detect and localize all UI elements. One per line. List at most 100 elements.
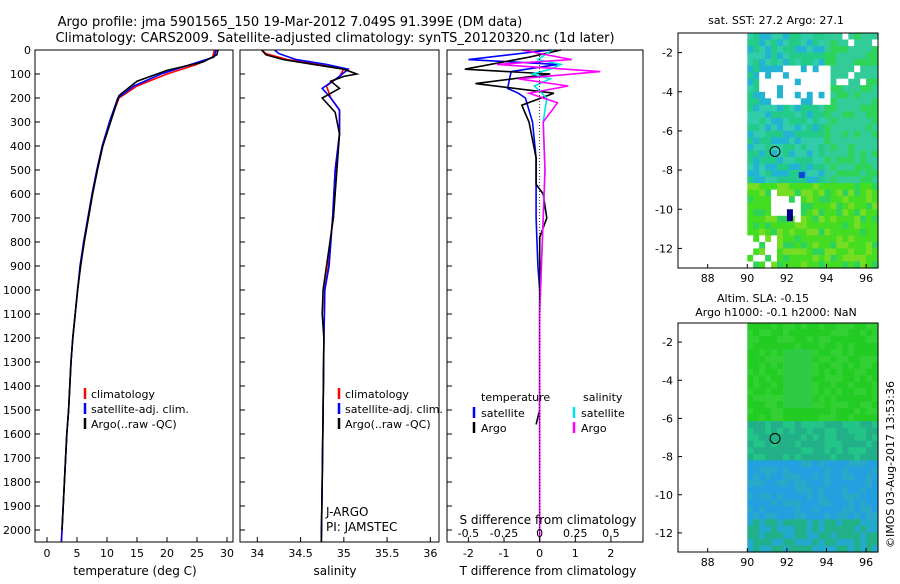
heatmap-cell: [872, 355, 879, 363]
heatmap-cell: [794, 329, 802, 337]
heatmap-cell: [765, 261, 772, 269]
heatmap-cell: [777, 39, 784, 47]
heatmap-cell: [800, 163, 808, 171]
heatmap-cell: [848, 519, 855, 527]
heatmap-cell: [753, 512, 760, 520]
heatmap-cell: [842, 493, 849, 501]
heatmap-cell: [854, 124, 861, 132]
y-tick-label: -10: [655, 203, 673, 216]
heatmap-cell: [842, 486, 849, 494]
heatmap-cell: [806, 78, 814, 86]
heatmap-cell: [836, 349, 843, 357]
heatmap-cell: [777, 98, 784, 106]
heatmap-cell: [818, 460, 826, 468]
heatmap-cell: [836, 111, 843, 119]
heatmap-cell: [854, 375, 861, 383]
heatmap-cell: [836, 235, 843, 243]
heatmap-cell: [812, 33, 820, 41]
heatmap-cell: [765, 538, 772, 546]
heatmap-cell: [842, 329, 849, 337]
heatmap-cell: [848, 401, 855, 409]
heatmap-cell: [872, 163, 879, 171]
heatmap-cell: [759, 241, 766, 249]
heatmap-cell: [753, 349, 760, 357]
heatmap-cell: [777, 519, 784, 527]
heatmap-cell: [788, 329, 796, 337]
heatmap-cell: [800, 150, 808, 158]
heatmap-cell: [747, 33, 754, 41]
heatmap-cell: [777, 254, 784, 262]
heatmap-cell: [747, 512, 754, 520]
heatmap-cell: [747, 202, 754, 210]
heatmap-cell: [812, 401, 820, 409]
heatmap-cell: [747, 124, 754, 132]
heatmap-cell: [818, 98, 826, 106]
heatmap-cell: [800, 46, 808, 54]
y-tick-label: -8: [662, 451, 673, 464]
heatmap-cell: [818, 78, 826, 86]
heatmap-cell: [818, 506, 826, 514]
heatmap-cell: [848, 355, 855, 363]
heatmap-cell: [759, 104, 766, 112]
heatmap-cell: [765, 98, 772, 106]
heatmap-cell: [824, 228, 831, 236]
heatmap-cell: [777, 196, 784, 204]
heatmap-cell: [842, 150, 849, 158]
y-tick-label: 800: [10, 236, 31, 249]
heatmap-cell: [854, 368, 861, 376]
heatmap-cell: [848, 33, 855, 41]
heatmap-cell: [794, 91, 802, 99]
y-tick-label: 700: [10, 212, 31, 225]
heatmap-cell: [830, 506, 837, 514]
heatmap-cell: [783, 466, 790, 474]
heatmap-cell: [747, 381, 754, 389]
heatmap-cell: [848, 538, 855, 546]
heatmap-cell: [759, 78, 766, 86]
heatmap-cell: [771, 525, 778, 533]
heatmap-cell: [753, 85, 760, 93]
heatmap-cell: [872, 144, 879, 152]
heatmap-cell: [812, 228, 820, 236]
heatmap-cell: [771, 395, 778, 403]
heatmap-cell: [824, 512, 831, 520]
heatmap-cell: [806, 144, 814, 152]
heatmap-cell: [824, 401, 831, 409]
heatmap-cell: [818, 434, 826, 442]
float-program: J-ARGO: [325, 505, 368, 519]
heatmap-cell: [854, 349, 861, 357]
heatmap-cell: [765, 59, 772, 67]
heatmap-cell: [759, 493, 766, 501]
heatmap-cell: [771, 512, 778, 520]
heatmap-cell: [842, 381, 849, 389]
heatmap-cell: [771, 98, 778, 106]
heatmap-cell: [794, 248, 802, 256]
heatmap-cell: [777, 163, 784, 171]
heatmap-cell: [759, 72, 766, 80]
heatmap-cell: [777, 499, 784, 507]
heatmap-cell: [824, 440, 831, 448]
heatmap-cell: [818, 532, 826, 540]
heatmap-cell: [753, 254, 760, 262]
heatmap-cell: [830, 342, 837, 350]
heatmap-cell: [794, 499, 802, 507]
heatmap-cell: [812, 46, 820, 54]
heatmap-cell: [824, 248, 831, 256]
heatmap-cell: [788, 460, 796, 468]
heatmap-cell: [800, 440, 808, 448]
heatmap-cell: [854, 215, 861, 223]
heatmap-cell: [836, 176, 843, 184]
heatmap-cell: [806, 65, 814, 73]
heatmap-cell: [788, 532, 796, 540]
heatmap-cell: [759, 254, 766, 262]
heatmap-cell: [830, 202, 837, 210]
heatmap-cell: [830, 323, 837, 331]
heatmap-cell: [753, 183, 760, 191]
heatmap-cell: [836, 466, 843, 474]
heatmap-cell: [872, 525, 879, 533]
heatmap-cell: [812, 91, 820, 99]
heatmap-cell: [818, 473, 826, 481]
heatmap-cell: [842, 401, 849, 409]
heatmap-cell: [830, 130, 837, 138]
heatmap-cell: [836, 538, 843, 546]
heatmap-cell: [771, 209, 778, 217]
